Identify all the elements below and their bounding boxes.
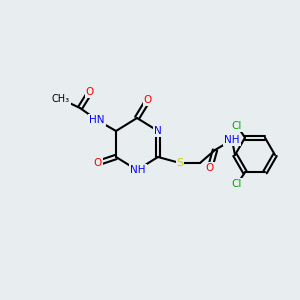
Text: N: N [154,126,162,136]
Text: CH₃: CH₃ [52,94,70,104]
Text: Cl: Cl [232,179,242,189]
Text: HN: HN [89,115,105,125]
Text: NH: NH [224,135,240,145]
Text: O: O [206,163,214,173]
Text: NH: NH [130,165,146,175]
Text: S: S [176,158,184,168]
Text: O: O [86,87,94,97]
Text: O: O [94,158,102,168]
Text: Cl: Cl [232,121,242,131]
Text: O: O [144,95,152,105]
